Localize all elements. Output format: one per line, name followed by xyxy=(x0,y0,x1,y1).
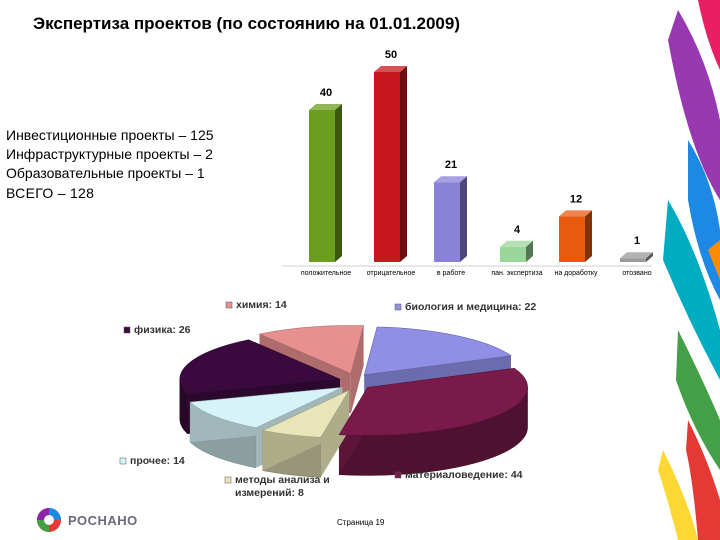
pie-slice xyxy=(189,387,343,429)
pie-slice xyxy=(261,389,350,438)
rosnano-brand-name: РОСНАНО xyxy=(68,513,138,528)
bar-value-label: 1 xyxy=(634,235,640,247)
pie-slice xyxy=(258,325,365,374)
bar-side xyxy=(526,240,533,262)
bar-value-label: 12 xyxy=(570,193,582,205)
project-summary: Инвестиционные проекты – 125 Инфраструкт… xyxy=(6,126,214,203)
bar xyxy=(500,246,526,262)
bar-value-label: 50 xyxy=(385,49,397,61)
bar xyxy=(620,258,646,262)
pie-slice xyxy=(338,367,528,436)
bar-category-label: в работе xyxy=(437,269,465,277)
bar-category-label: отозвано xyxy=(622,270,651,277)
pie-slice-label: физика: 26 xyxy=(134,324,191,336)
bar-category-label: отрицательное xyxy=(367,270,416,277)
pie-slice xyxy=(179,339,340,395)
pie-slice xyxy=(363,326,512,376)
pie-legend-swatch xyxy=(123,326,131,334)
page-number: Страница 19 xyxy=(337,518,385,527)
pie-slice-label: методы анализа и измерений: 8 xyxy=(235,474,330,499)
bar-category-label: положительное xyxy=(301,270,351,277)
pie-legend-swatch xyxy=(394,303,402,311)
bar-top xyxy=(500,240,533,247)
pie-slice-label: прочее: 14 xyxy=(130,455,185,467)
pie-legend-swatch xyxy=(119,457,127,465)
bar-category-label: пан. экспертиза xyxy=(491,270,542,277)
pie-slice-label: химия: 14 xyxy=(236,299,287,311)
bar-side xyxy=(400,66,407,262)
bar-category-label: на доработку xyxy=(554,269,598,277)
page-title: Экспертиза проектов (по состоянию на 01.… xyxy=(33,14,460,33)
rosnano-logo xyxy=(37,508,61,532)
bar xyxy=(559,216,585,262)
bar-value-label: 21 xyxy=(445,159,457,171)
bar-side xyxy=(335,104,342,262)
decorative-ribbon-graphic xyxy=(658,0,720,540)
summary-investment: Инвестиционные проекты – 125 xyxy=(6,127,214,143)
bar-side xyxy=(585,210,592,262)
bar-top xyxy=(309,104,342,110)
bar-value-label: 40 xyxy=(320,87,332,99)
summary-infrastructure: Инфраструктурные проекты – 2 xyxy=(6,146,213,162)
pie-slice-label: биология и медицина: 22 xyxy=(405,301,536,313)
bar-top xyxy=(559,210,592,217)
pie-slice-label: материаловедение: 44 xyxy=(405,469,523,481)
bar xyxy=(309,110,335,262)
bar xyxy=(374,72,400,262)
bar xyxy=(434,182,460,262)
pie-legend-swatch xyxy=(224,476,232,484)
bar-top xyxy=(374,66,407,72)
pie-slice-wall xyxy=(350,325,364,414)
bar-side xyxy=(646,252,653,262)
bar-top xyxy=(434,176,467,183)
bar-top xyxy=(620,252,653,259)
pie-legend-swatch xyxy=(394,471,402,479)
pie-legend-swatch xyxy=(225,301,233,309)
bar-value-label: 4 xyxy=(514,224,521,236)
summary-education: Образовательные проекты – 1 xyxy=(6,165,205,181)
bar-side xyxy=(460,176,467,262)
summary-total: ВСЕГО – 128 xyxy=(6,185,95,201)
